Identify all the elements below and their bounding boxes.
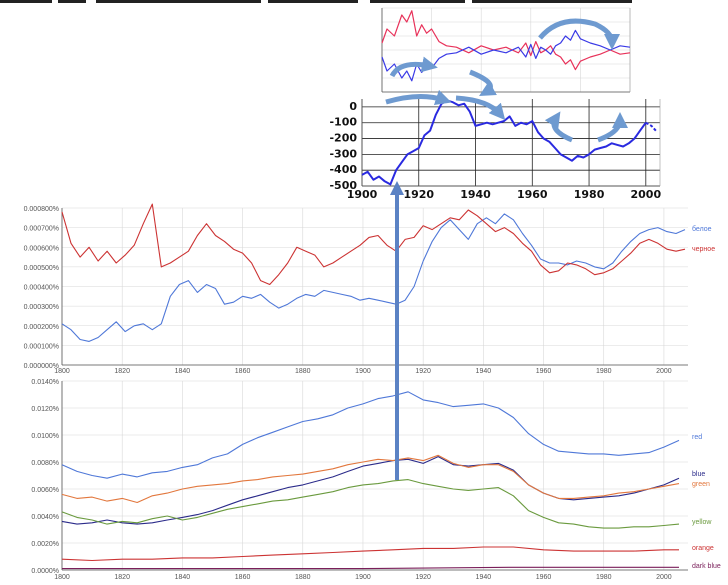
x-tick-label: 1960	[536, 368, 552, 375]
y-tick-label: 0.0040%	[31, 514, 59, 521]
curved-arrow-4	[385, 89, 452, 106]
y-tick-label: 0.0080%	[31, 460, 59, 467]
curved-arrow-7	[597, 112, 628, 143]
curved-arrow-1	[389, 56, 438, 78]
x-tick-label: 1880	[295, 368, 311, 375]
series-line-dashed	[645, 121, 658, 133]
x-tick-label: 2000	[630, 188, 661, 201]
y-tick-label: 0.000400%	[24, 285, 59, 292]
x-tick-label: 1880	[295, 574, 311, 581]
y-tick-label: 0.0020%	[31, 541, 59, 548]
x-tick-label: 1960	[517, 188, 548, 201]
x-tick-label: 1920	[415, 574, 431, 581]
y-tick-label: 0.000300%	[24, 304, 59, 311]
y-tick-label: 0.000500%	[24, 265, 59, 272]
series-line-red	[61, 391, 680, 479]
x-tick-label: 1900	[355, 574, 371, 581]
x-tick-label: 1920	[403, 188, 434, 201]
y-tick-label: -100	[329, 116, 357, 129]
x-tick-label: 1800	[54, 574, 70, 581]
series-line-dark-blue	[62, 566, 679, 570]
legend-label: yellow	[692, 519, 712, 526]
inset-chart-red-blue	[381, 7, 631, 93]
x-tick-label: 1840	[175, 574, 191, 581]
x-tick-label: 1980	[596, 368, 612, 375]
curved-arrow-3	[538, 18, 620, 50]
y-tick-label: 0.0100%	[31, 433, 59, 440]
legend-label: red	[692, 434, 702, 441]
x-tick-label: 2000	[656, 574, 672, 581]
series-line-белое	[61, 213, 686, 342]
x-tick-label: 1860	[235, 574, 251, 581]
colors-chart: 0.0000% 0.0020% 0.0040% 0.0060% 0.0080% 0.010…	[31, 379, 721, 581]
x-tick-label: 1900	[347, 188, 378, 201]
x-tick-label: 1800	[54, 368, 70, 375]
series-line-yellow	[61, 479, 680, 529]
y-tick-label: -300	[329, 147, 357, 160]
series-line	[361, 99, 647, 186]
x-tick-label: 1960	[536, 574, 552, 581]
x-tick-label: 1820	[114, 368, 130, 375]
y-tick-label: 0.0060%	[31, 487, 59, 494]
y-tick-label: -400	[329, 163, 357, 176]
series-line-черное	[61, 203, 686, 286]
series-line	[381, 10, 631, 71]
y-tick-label: 0.000700%	[24, 226, 59, 233]
y-tick-label: 0.0120%	[31, 406, 59, 413]
series-line-orange	[61, 546, 679, 562]
legend-label: dark blue	[692, 563, 721, 570]
y-tick-label: 0.000200%	[24, 324, 59, 331]
curved-arrow-5	[455, 95, 506, 121]
x-tick-label: 1860	[235, 368, 251, 375]
series-line-green	[61, 454, 680, 504]
x-tick-label: 1820	[114, 574, 130, 581]
x-tick-label: 2000	[656, 368, 672, 375]
y-tick-label: -500	[329, 179, 357, 192]
x-tick-label: 1920	[415, 368, 431, 375]
white-black-chart: 0.000000% 0.000100% 0.000200% 0.000300% 0.00…	[24, 203, 715, 375]
y-tick-label: 0.0000%	[31, 568, 59, 575]
x-tick-label: 1840	[175, 368, 191, 375]
x-tick-label: 1940	[460, 188, 491, 201]
curved-arrow-6	[544, 111, 573, 143]
y-tick-label: 0.000800%	[24, 206, 59, 213]
y-tick-label: 0.000600%	[24, 245, 59, 252]
cropped-header-bar	[0, 0, 632, 3]
legend-label: черное	[692, 246, 715, 253]
x-tick-label: 1940	[476, 368, 492, 375]
legend-label: белое	[692, 225, 712, 233]
x-tick-label: 1900	[355, 368, 371, 375]
legend-label: blue	[692, 471, 705, 478]
curved-arrow-2	[469, 69, 497, 96]
y-tick-label: -200	[329, 132, 357, 145]
y-tick-label: 0	[349, 100, 357, 113]
y-tick-label: 0.000000%	[24, 363, 59, 370]
y-tick-label: 0.0140%	[31, 379, 59, 386]
series-line-blue	[61, 456, 680, 525]
legend-label: green	[692, 481, 710, 488]
legend-label: orange	[692, 545, 714, 552]
y-tick-label: 0.000100%	[24, 343, 59, 350]
annotation-layer	[385, 18, 628, 480]
x-tick-label: 1980	[574, 188, 605, 201]
series-line	[381, 29, 631, 82]
x-tick-label: 1940	[476, 574, 492, 581]
x-tick-label: 1980	[596, 574, 612, 581]
